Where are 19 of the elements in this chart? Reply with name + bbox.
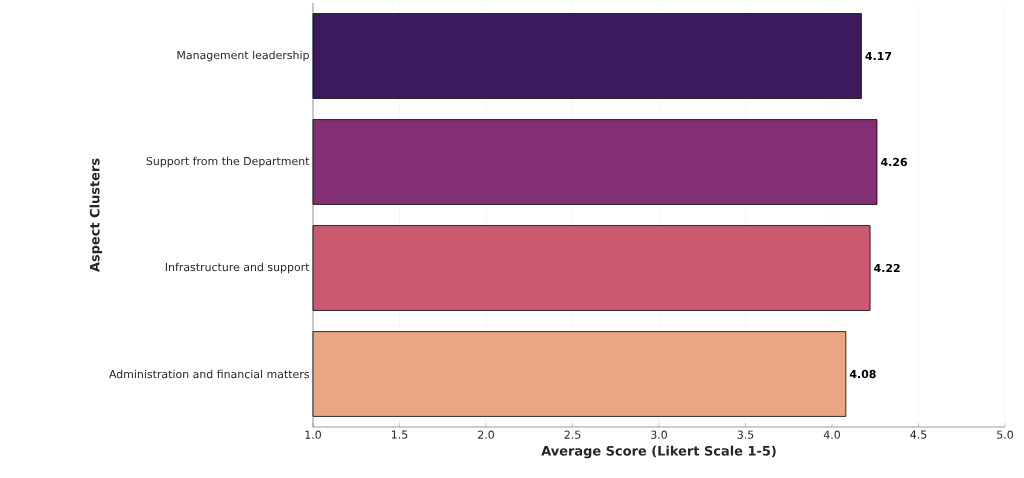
data-label: 4.17 [865,52,892,60]
x-axis-title: Average Score (Likert Scale 1-5) [541,445,776,459]
x-tick-label: 3.0 [651,430,667,439]
y-axis-title: Aspect Clusters [89,158,103,272]
x-tick-label: 1.5 [391,430,408,439]
y-tick-label: Administration and financial matters [109,369,309,379]
x-tick-label: 5.0 [997,430,1013,439]
x-tick-label: 4.0 [823,430,840,439]
x-tick-label: 3.5 [737,430,754,439]
y-tick-label: Support from the Department [146,156,310,168]
x-tick-label: 4.5 [910,430,927,439]
data-label: 4.26 [880,157,907,167]
data-label: 4.22 [874,263,900,273]
x-tick-label: 2.0 [478,430,494,439]
y-tick-label: Infrastructure and support [165,262,310,274]
x-tick-label: 2.5 [564,430,581,439]
data-label: 4.08 [849,369,876,379]
y-tick-label: Management leadership [177,50,309,62]
x-tick-label: 1.0 [305,430,321,439]
